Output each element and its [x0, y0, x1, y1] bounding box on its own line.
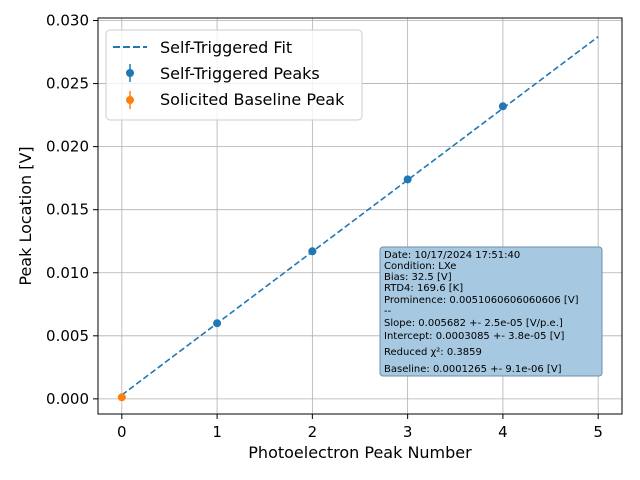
- fit-line: [121, 36, 599, 396]
- y-tick-label: 0.030: [46, 12, 89, 30]
- legend-swatch-baseline: [126, 96, 134, 104]
- info-baseline: Baseline: 0.0001265 +- 9.1e-06 [V]: [384, 364, 562, 375]
- info-condition: Condition: LXe: [384, 261, 456, 272]
- x-tick-label: 5: [593, 423, 603, 441]
- y-tick-label: 0.015: [46, 201, 89, 219]
- info-prominence: Prominence: 0.0051060606060606 [V]: [384, 295, 579, 306]
- data-point: [213, 319, 222, 328]
- info-slope: Slope: 0.005682 +- 2.5e-05 [V/p.e.]: [384, 318, 563, 329]
- y-axis-label: Peak Location [V]: [16, 146, 35, 285]
- info-date: Date: 10/17/2024 17:51:40: [384, 250, 520, 261]
- info-reduced-chi2: Reduced χ²: 0.3859: [384, 347, 482, 358]
- info-intercept: Intercept: 0.0003085 +- 3.8e-05 [V]: [384, 331, 564, 342]
- x-tick-label: 2: [308, 423, 318, 441]
- x-tick-label: 3: [403, 423, 413, 441]
- x-tick-label: 0: [117, 423, 127, 441]
- legend-swatch-peaks: [126, 69, 134, 77]
- x-tick-label: 1: [212, 423, 222, 441]
- legend: Self-Triggered Fit Self-Triggered Peaks …: [105, 29, 363, 121]
- info-box-background: [379, 246, 603, 377]
- data-point: [498, 102, 507, 111]
- y-tick-label: 0.000: [46, 390, 89, 408]
- plot-series: [117, 36, 599, 402]
- x-tick-label: 4: [498, 423, 508, 441]
- info-box: Date: 10/17/2024 17:51:40 Condition: LXe…: [379, 246, 603, 377]
- y-tick-label: 0.010: [46, 264, 89, 282]
- axis-ticks: 0 1 2 3 4 5 0.000 0.005 0.010 0.015 0.020 0.025 0.03…: [46, 12, 603, 441]
- legend-label-baseline: Solicited Baseline Peak: [160, 90, 345, 109]
- info-bias: Bias: 32.5 [V]: [384, 272, 452, 283]
- y-tick-label: 0.020: [46, 138, 89, 156]
- legend-label-fit: Self-Triggered Fit: [160, 38, 292, 57]
- info-separator: --: [384, 306, 392, 317]
- data-point: [308, 247, 317, 256]
- baseline-point: [117, 393, 126, 402]
- legend-label-peaks: Self-Triggered Peaks: [160, 64, 320, 83]
- y-tick-label: 0.005: [46, 327, 89, 345]
- data-point: [403, 175, 412, 184]
- x-axis-label: Photoelectron Peak Number: [248, 443, 472, 462]
- plot-frame: [97, 17, 623, 415]
- y-tick-label: 0.025: [46, 75, 89, 93]
- legend-frame: [105, 29, 363, 121]
- info-rtd4: RTD4: 169.6 [K]: [384, 283, 463, 294]
